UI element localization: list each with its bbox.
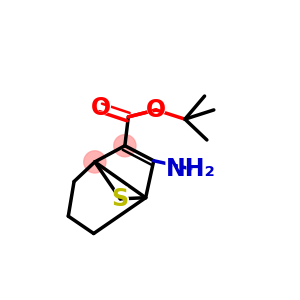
Text: O: O (89, 94, 112, 121)
Text: NH₂: NH₂ (163, 156, 218, 182)
Text: S: S (111, 186, 130, 212)
Text: O: O (145, 97, 167, 123)
Text: S: S (112, 187, 129, 211)
Text: O: O (91, 96, 111, 120)
Circle shape (114, 135, 136, 157)
Text: NH₂: NH₂ (166, 157, 216, 181)
Circle shape (84, 151, 106, 173)
Text: O: O (146, 98, 166, 122)
